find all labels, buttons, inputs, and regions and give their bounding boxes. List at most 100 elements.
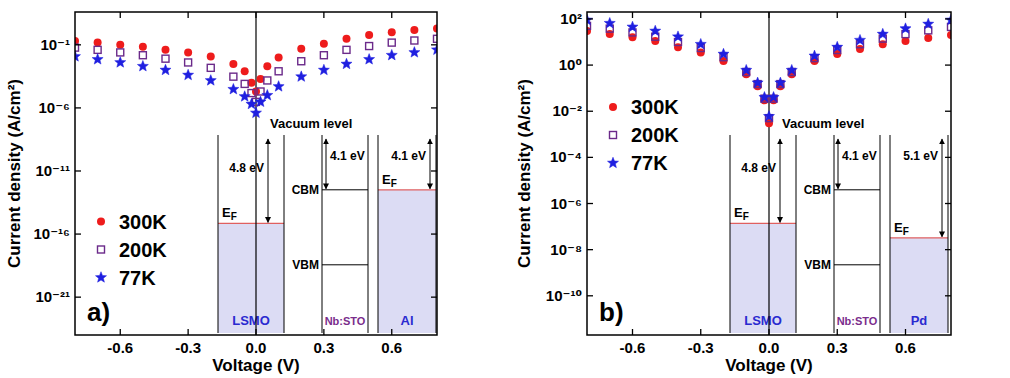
data-point: [431, 44, 437, 54]
data-point: [388, 28, 396, 36]
work-function-label: 4.8 eV: [741, 161, 776, 175]
data-point: [587, 14, 593, 24]
data-point: [241, 67, 249, 75]
data-point: [606, 30, 614, 38]
data-point: [672, 31, 683, 41]
layer-edge: [890, 135, 891, 333]
data-point: [386, 49, 397, 59]
y-tick-label: 10⁰: [559, 56, 582, 73]
data-point: [650, 25, 661, 35]
fermi-level: [378, 189, 436, 190]
series-2: [75, 44, 437, 118]
x-tick: [255, 12, 256, 18]
x-tick: [837, 12, 838, 18]
y-tick: [587, 18, 593, 19]
zero-line: [255, 12, 256, 335]
cbm-line: [834, 189, 880, 190]
y-tick: [945, 249, 951, 250]
x-tick: [837, 329, 838, 335]
cbm-label: CBM: [292, 183, 319, 197]
y-tick: [587, 64, 593, 65]
y-tick: [75, 233, 81, 234]
layer-edge: [796, 135, 797, 333]
data-point: [900, 23, 911, 33]
data-point: [162, 46, 170, 54]
fermi-label: EF: [734, 205, 749, 222]
fermi-label-sub: F: [903, 226, 909, 237]
electron-affinity-arrow: [326, 139, 327, 189]
data-point: [94, 46, 101, 53]
data-point: [409, 47, 420, 58]
plot-frame: [75, 12, 437, 335]
data-point: [741, 64, 752, 74]
y-tick-label: 10⁻⁸: [550, 241, 582, 258]
fermi-label-main: E: [894, 220, 903, 235]
layer-edge: [948, 135, 949, 333]
data-point: [94, 39, 102, 47]
legend-marker: [609, 103, 617, 111]
vbm-label: VBM: [804, 258, 831, 272]
data-point: [298, 58, 305, 65]
legend: 300K200K77K: [607, 96, 679, 174]
x-tick: [120, 329, 121, 335]
y-axis-label: Current density (A/cm²): [515, 79, 534, 268]
vbm-line: [834, 264, 880, 265]
fermi-label: EF: [894, 220, 909, 237]
panel-label: b): [599, 297, 624, 327]
data-point: [139, 52, 146, 59]
electron-affinity-label: 4.1 eV: [330, 149, 365, 163]
x-tick: [905, 329, 906, 335]
data-point: [718, 48, 729, 58]
y-axis-label: Current density (A/cm²): [5, 79, 24, 268]
vacuum-level-label: Vacuum level: [782, 116, 864, 131]
data-point: [275, 53, 283, 61]
panel-1: Vacuum level4.8 eVEFLSMOCBMVBM4.1 eVNb:S…: [515, 10, 957, 375]
data-point: [411, 37, 418, 44]
fermi-label-main: E: [734, 205, 743, 220]
series-1: [587, 22, 951, 121]
data-point: [75, 51, 81, 61]
x-tick: [391, 12, 392, 18]
data-point: [296, 71, 307, 81]
data-point: [809, 50, 820, 60]
x-tick: [700, 329, 701, 335]
work-function-label: 4.8 eV: [229, 161, 264, 175]
layer-edge: [834, 135, 835, 333]
y-tick: [75, 107, 81, 108]
y-tick: [587, 111, 593, 112]
x-tick-label: 0.0: [759, 339, 780, 356]
vbm-label: VBM: [292, 258, 319, 272]
data-point: [183, 69, 194, 79]
y-tick-label: 10⁻⁴: [550, 148, 582, 165]
data-point: [854, 34, 865, 44]
data-point: [263, 62, 271, 70]
electron-affinity-arrow: [838, 139, 839, 189]
fermi-level: [730, 223, 796, 224]
data-point: [207, 52, 215, 60]
filled-states: [378, 190, 436, 333]
x-tick: [187, 329, 188, 335]
y-tick-label: 10⁻¹: [40, 36, 70, 53]
data-point: [856, 45, 864, 53]
legend-marker: [97, 218, 105, 226]
y-tick: [75, 44, 81, 45]
data-point: [674, 43, 682, 51]
x-tick: [700, 12, 701, 18]
x-tick: [632, 12, 633, 18]
layer-edge: [368, 135, 369, 333]
fermi-label: EF: [382, 172, 397, 189]
fermi-label: EF: [222, 205, 237, 222]
data-point: [115, 57, 126, 68]
x-tick-label: 0.6: [895, 339, 916, 356]
data-point: [343, 46, 350, 53]
work-function-arrow: [430, 139, 431, 189]
y-tick: [75, 170, 81, 171]
cbm-line: [322, 189, 368, 190]
y-tick-label: 10²: [560, 10, 582, 27]
data-point: [117, 49, 124, 56]
data-point: [364, 54, 375, 64]
y-tick: [945, 295, 951, 296]
y-tick: [431, 44, 437, 45]
x-tick-label: 0.0: [246, 339, 267, 356]
data-point: [205, 75, 216, 86]
